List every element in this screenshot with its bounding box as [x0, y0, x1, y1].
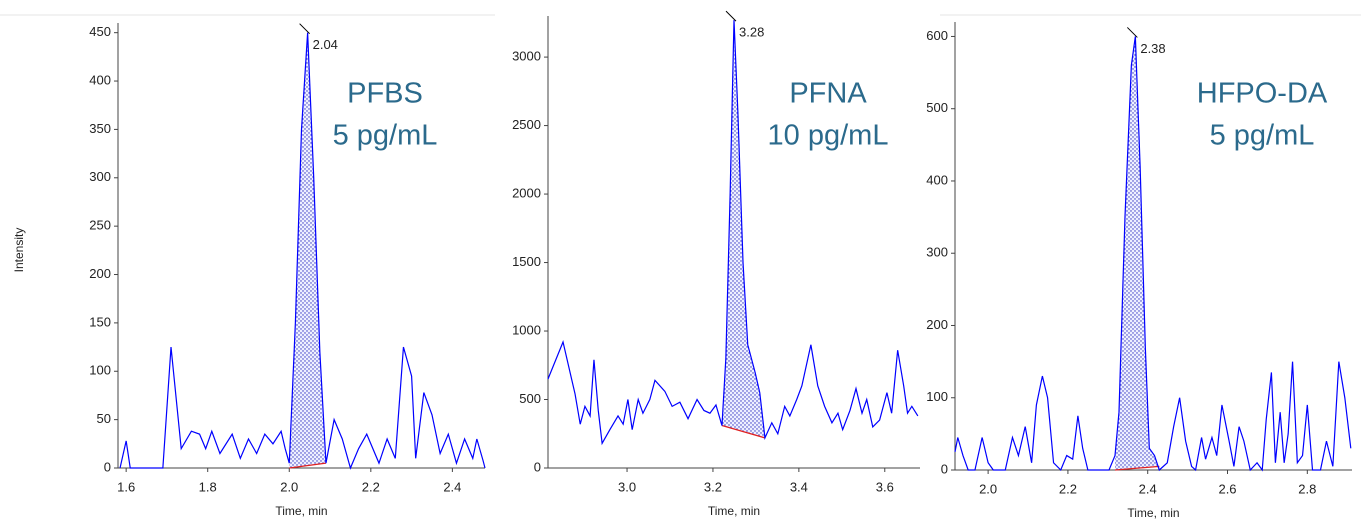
peak-baseline [1114, 465, 1160, 471]
annotation: 5 pg/mL [1210, 120, 1315, 152]
peak-area [289, 32, 326, 468]
x-tick-label: 2.6 [1218, 481, 1236, 496]
peak-label: 3.28 [739, 25, 764, 40]
annotation: 5 pg/mL [333, 120, 438, 152]
x-tick-label: 1.8 [199, 479, 217, 494]
annotation: HFPO-DA [1197, 78, 1328, 110]
y-tick-label: 450 [89, 24, 111, 39]
y-tick-label: 250 [89, 218, 111, 233]
x-tick-label: 2.4 [443, 479, 461, 494]
annotation: 10 pg/mL [768, 120, 889, 152]
y-tick-label: 1000 [512, 322, 541, 337]
y-tick-label: 3000 [512, 49, 541, 64]
y-tick-label: 600 [926, 28, 948, 43]
x-tick-label: 1.6 [117, 479, 135, 494]
y-tick-label: 350 [89, 121, 111, 136]
trace [119, 32, 486, 470]
y-tick-label: 100 [926, 389, 948, 404]
annotation: PFNA [789, 78, 867, 110]
annotation: PFBS [347, 78, 423, 110]
peak-marker [299, 23, 310, 35]
y-tick-label: 0 [941, 461, 948, 476]
trace [954, 36, 1352, 472]
x-tick-label: 3.6 [876, 479, 894, 494]
peak-baseline [721, 424, 766, 439]
peak-baseline [289, 462, 327, 469]
x-tick-label: 3.4 [790, 479, 808, 494]
x-tick-label: 2.0 [280, 479, 298, 494]
peak-marker [725, 10, 737, 22]
y-tick-label: 400 [926, 172, 948, 187]
x-tick-label: 2.2 [362, 479, 380, 494]
x-axis-label: Time, min [275, 504, 327, 518]
y-tick-label: 500 [926, 100, 948, 115]
y-tick-label: 100 [89, 363, 111, 378]
y-tick-label: 400 [89, 72, 111, 87]
y-tick-label: 2500 [512, 117, 541, 132]
x-tick-label: 3.2 [704, 479, 722, 494]
y-tick-label: 0 [104, 459, 111, 474]
peak-label: 2.04 [313, 37, 338, 52]
peak-area [721, 20, 765, 438]
x-axis-label: Time, min [1127, 506, 1179, 520]
y-tick-label: 200 [926, 317, 948, 332]
peak-label: 2.38 [1140, 41, 1165, 56]
y-tick-label: 0 [534, 459, 541, 474]
peak-area [1114, 36, 1160, 471]
y-tick-label: 500 [519, 391, 541, 406]
y-tick-label: 1500 [512, 254, 541, 269]
y-tick-label: 50 [97, 411, 111, 426]
x-tick-label: 2.8 [1298, 481, 1316, 496]
x-tick-label: 3.0 [618, 479, 636, 494]
x-tick-label: 2.2 [1059, 481, 1077, 496]
peak-marker [1126, 27, 1138, 38]
y-tick-label: 200 [89, 266, 111, 281]
y-tick-label: 2000 [512, 185, 541, 200]
x-tick-label: 2.4 [1139, 481, 1157, 496]
y-tick-label: 300 [926, 245, 948, 260]
y-tick-label: 150 [89, 314, 111, 329]
trace [547, 20, 919, 446]
x-axis-label: Time, min [708, 504, 760, 518]
y-axis-label: Intensity [12, 228, 26, 273]
y-tick-label: 300 [89, 169, 111, 184]
x-tick-label: 2.0 [979, 481, 997, 496]
